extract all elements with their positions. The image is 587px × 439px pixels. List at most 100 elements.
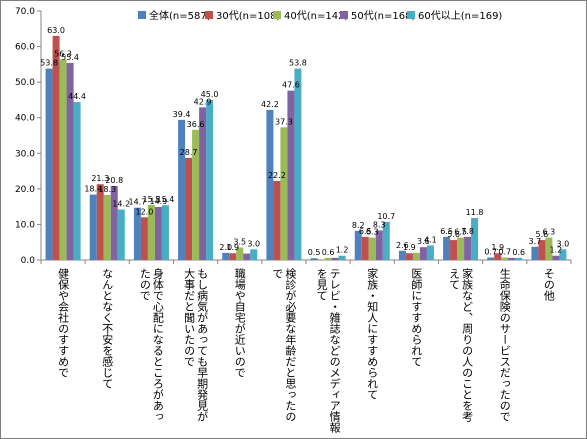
x-category-label: えて [448, 268, 461, 290]
x-category-label: 生命保険のサービスだったので [498, 267, 511, 422]
bar [73, 102, 81, 260]
bar [140, 217, 148, 260]
data-label: 11.8 [466, 208, 484, 217]
bar [287, 90, 295, 261]
data-label: 1.2 [336, 246, 349, 255]
data-label: 12.0 [136, 207, 154, 216]
bar [494, 253, 502, 260]
bar [266, 109, 274, 260]
y-tick-label: 20.0 [15, 185, 35, 195]
data-label: 1.9 [403, 243, 416, 252]
x-category-label: 身体で心配になるところがあっ [151, 267, 164, 422]
bar [531, 246, 539, 260]
legend-swatch [205, 11, 213, 19]
data-label: 18.4 [84, 185, 102, 194]
bar [178, 119, 186, 260]
bar [161, 205, 169, 260]
bar [338, 255, 346, 260]
bar [147, 204, 155, 260]
bar [133, 207, 141, 260]
data-label: 0.6 [512, 248, 525, 257]
data-labels: 53.8 63.0 56.355.4 44.4 18.4 21.3 18.320.8 14.2… [40, 26, 569, 257]
x-category-label: 職場や自宅が近いので [233, 268, 246, 378]
legend-entry: 30代(n=108) [216, 10, 280, 22]
x-category-label: 家族・知人にすすめられて [366, 267, 379, 400]
data-label: 0.7 [484, 248, 497, 257]
data-label: 1.9 [491, 243, 504, 252]
x-category-label: 検診が必要な年齢だと思ったの [284, 267, 297, 422]
data-label: 3.0 [247, 239, 260, 248]
bar [361, 236, 369, 260]
legend-swatch [138, 11, 146, 19]
bar [222, 252, 230, 260]
data-label: 21.3 [91, 174, 109, 183]
data-label: 1.2 [550, 246, 563, 255]
data-label: 47.6 [282, 81, 300, 90]
y-tick-label: 40.0 [15, 114, 35, 124]
data-label: 0.7 [498, 248, 511, 257]
legend-entry: 40代(n=142) [284, 10, 348, 22]
data-label: 5.6 [447, 230, 460, 239]
data-label: 6.3 [543, 228, 556, 237]
y-tick-label: 60.0 [15, 43, 35, 53]
bar [382, 221, 390, 260]
data-label: 3.0 [557, 239, 570, 248]
bar [229, 253, 237, 260]
bar [52, 35, 60, 261]
data-label: 53.8 [289, 59, 307, 68]
x-category-label: もし病気があっても早期発見が [196, 268, 209, 422]
data-label: 2.0 [219, 243, 232, 252]
bar [398, 250, 406, 260]
y-tick-label: 10.0 [15, 220, 35, 230]
bar [487, 257, 495, 260]
data-label: 22.2 [268, 171, 286, 180]
data-label: 14.2 [112, 199, 130, 208]
bar [405, 253, 413, 260]
y-tick-label: 50.0 [15, 78, 35, 88]
bar [354, 230, 362, 260]
bar [294, 68, 302, 260]
data-label: 5.6 [536, 230, 549, 239]
data-label: 56.3 [54, 50, 72, 59]
bar [154, 206, 162, 260]
bars [45, 35, 567, 261]
x-category-label: 健保や会社のすすめで [57, 268, 70, 378]
data-label: 14.7 [129, 198, 147, 207]
data-label: 6.3 [366, 228, 379, 237]
x-category-label: を見て [315, 268, 328, 301]
bar [464, 236, 472, 260]
data-label: 2.6 [396, 241, 409, 250]
x-category-label: なんとなく不安を感じて [101, 268, 114, 389]
x-category-label: 大事だと聞いたので [183, 267, 196, 367]
data-label: 15.5 [143, 195, 161, 204]
bar [552, 255, 560, 260]
bar [59, 59, 67, 261]
data-label: 28.7 [180, 148, 198, 157]
bar [250, 249, 258, 260]
data-label: 7.8 [461, 227, 474, 236]
x-category-label: 家族など、周りの人のことを考 [461, 267, 474, 423]
bar [471, 218, 479, 260]
legend: 全体(n=587) 30代(n=108) 40代(n=142) 50代(n=168) 6… [138, 9, 502, 22]
bar [508, 257, 516, 260]
bar [375, 230, 383, 260]
legend-entry: 全体(n=587) [149, 9, 211, 22]
data-label: 8.2 [352, 221, 365, 230]
bar [426, 245, 434, 260]
data-label: 10.7 [377, 212, 395, 221]
data-label: 63.0 [47, 26, 65, 35]
bar [412, 252, 420, 260]
bar [45, 68, 53, 260]
x-category-label: 医師にすすめられて [410, 268, 423, 367]
bar [443, 236, 451, 260]
data-label: 0.5 [308, 248, 321, 257]
bar [236, 247, 244, 260]
data-label: 36.6 [187, 120, 205, 129]
y-tick-label: 30.0 [15, 149, 35, 159]
bar [110, 186, 118, 260]
bar [96, 184, 104, 260]
data-label: 15.4 [157, 195, 175, 204]
x-category-label: テレビ・雑誌などのメディア情報 [328, 268, 341, 434]
